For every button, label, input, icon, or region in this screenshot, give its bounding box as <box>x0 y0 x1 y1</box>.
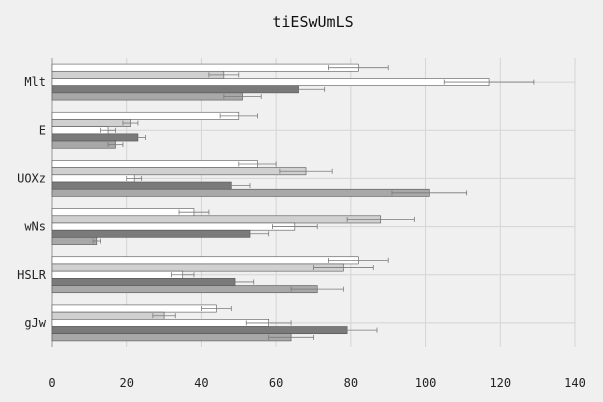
x-tick-label: 120 <box>489 376 511 390</box>
bar <box>51 311 165 320</box>
y-tick-label: HSLR <box>17 268 47 282</box>
bar <box>51 70 225 79</box>
x-tick-label: 20 <box>119 376 133 390</box>
bar <box>51 78 490 86</box>
bar <box>51 167 307 176</box>
bar <box>51 304 217 313</box>
x-tick-label: 60 <box>269 376 283 390</box>
y-tick-label: gJw <box>24 316 46 330</box>
y-tick-label: Mlt <box>24 75 46 89</box>
bar <box>51 174 135 183</box>
bar <box>51 222 296 231</box>
bar <box>51 63 359 72</box>
bar <box>51 160 258 168</box>
x-tick-labels: 0 20 40 60 80 100 120 140 <box>48 376 585 390</box>
bar <box>51 119 131 127</box>
bar <box>51 263 344 272</box>
bar <box>51 270 184 279</box>
bar <box>51 215 382 224</box>
error-bars <box>92 65 535 340</box>
bar <box>51 229 251 238</box>
bar <box>51 326 348 335</box>
y-tick-label: wNs <box>24 220 46 234</box>
grid-lines <box>51 58 576 347</box>
bar <box>51 256 359 265</box>
bar <box>51 208 195 217</box>
x-tick-label: 80 <box>344 376 358 390</box>
x-tick-label: 140 <box>564 376 586 390</box>
bar <box>51 92 243 101</box>
x-tick-label: 40 <box>194 376 208 390</box>
bar <box>51 188 430 197</box>
bars <box>51 63 490 342</box>
bar <box>51 278 236 286</box>
bar <box>51 126 109 135</box>
x-tick-label: 0 <box>48 376 55 390</box>
y-tick-label: UOXz <box>17 171 46 185</box>
y-tick-labels: Mlt E UOXz wNs HSLR gJw <box>17 75 47 330</box>
x-tick-label: 100 <box>415 376 437 390</box>
bar <box>51 181 232 190</box>
bar <box>51 85 299 94</box>
bar <box>51 140 116 149</box>
bar <box>51 319 269 327</box>
bar <box>51 237 98 245</box>
bar <box>51 285 318 294</box>
y-tick-label: E <box>39 123 46 137</box>
chart-title: tiESwUmLS <box>272 13 353 31</box>
bar <box>51 333 292 342</box>
bar <box>51 111 240 120</box>
bar <box>51 133 139 142</box>
